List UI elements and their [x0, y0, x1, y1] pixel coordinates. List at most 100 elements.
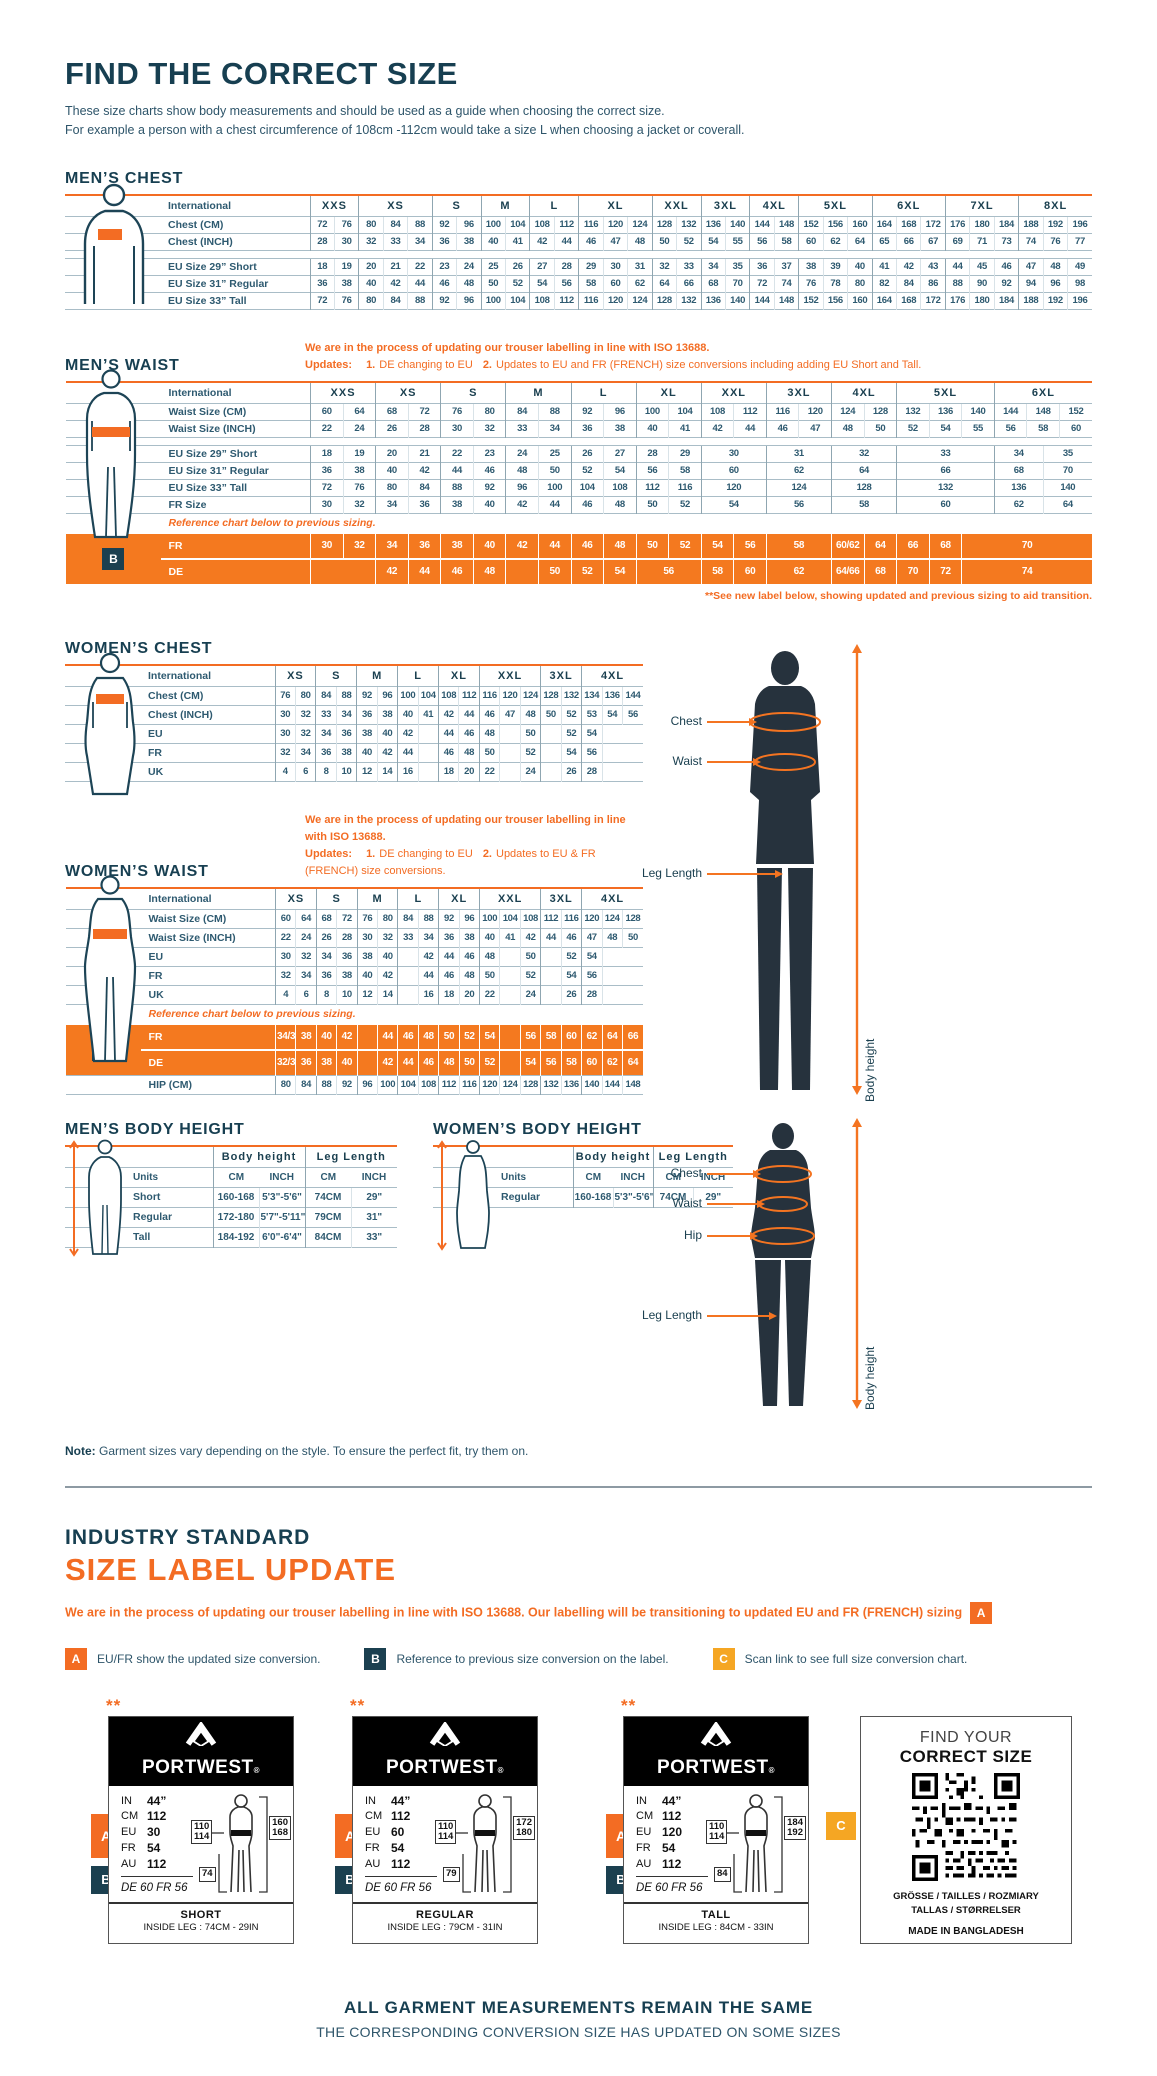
mens-body-height-section: MEN’S BODY HEIGHT	[65, 1120, 397, 1257]
height-box: 160 168	[269, 1815, 291, 1841]
man-photo-figure	[707, 643, 862, 1095]
industry-heading: INDUSTRY STANDARD	[65, 1525, 311, 1549]
waist-box: 110 114	[706, 1819, 728, 1845]
size-label-tall: ** A B PORTWEST® IN 44” CM 112 EU 120 FR	[606, 1696, 809, 1944]
previous-size-reference: DE 60 FR 56	[636, 1881, 703, 1894]
label-figure-icon	[209, 1793, 268, 1893]
industry-standard-section: INDUSTRY STANDARD SIZE LABEL UPDATE We a…	[65, 1526, 1092, 1670]
fit-name: REGULAR	[416, 1908, 474, 1921]
badge-c: C	[826, 1811, 856, 1840]
portwest-logo-mark-icon	[429, 1721, 461, 1746]
size-values: IN 44” CM 112 EU 60 FR 54 AU 112	[365, 1794, 437, 1877]
label-diagram: 110 114 184 192 84	[706, 1792, 806, 1898]
mens-measurement-photo: Chest Waist Leg Length	[642, 642, 880, 1102]
woman-photo-figure	[707, 1117, 862, 1409]
waist-label: Waist	[672, 753, 702, 768]
legend-item-c: C Scan link to see full size conversion c…	[712, 1647, 967, 1670]
portwest-logo-mark-icon	[185, 1721, 217, 1746]
correct-size: CORRECT SIZE	[899, 1746, 1033, 1766]
womens-chest-table: International XS S M L XL XXL 3XL 4XL Chest (CM) 7…	[65, 663, 643, 782]
section-divider	[65, 1485, 1092, 1488]
made-in: MADE IN BANGLADESH	[908, 1926, 1024, 1938]
size-label-update-heading: SIZE LABEL UPDATE	[65, 1551, 397, 1587]
mens-chest-silhouette-icon	[83, 183, 145, 304]
womens-area: WOMEN’S CHEST International XS S M L XL XXL 3XL…	[65, 640, 1092, 1418]
badge-c: C	[712, 1647, 735, 1670]
womens-waist-silhouette-icon	[83, 875, 137, 1062]
label-diagram: 110 114 160 168 74	[191, 1792, 291, 1898]
qr-code	[912, 1772, 1020, 1881]
chest-label: Chest	[670, 1165, 702, 1180]
updates-note: Updates: 1. DE changing to EU 2. Updates to …	[305, 847, 596, 877]
size-labels-row: ** A B PORTWEST® IN 44” CM 112 EU 30 FR 5	[65, 1696, 1092, 1964]
qr-card: C FIND YOUR CORRECT SIZE	[826, 1715, 1072, 1944]
height-box: 184 192	[784, 1815, 806, 1841]
fit-name: TALL	[701, 1908, 731, 1921]
fit-name: SHORT	[180, 1908, 222, 1921]
mens-waist-silhouette-icon	[85, 368, 137, 538]
footer-line-2: THE CORRESPONDING CONVERSION SIZE HAS UP…	[316, 2023, 841, 2040]
mens-waist-title: MEN’S WAIST	[65, 356, 180, 374]
portwest-logo: PORTWEST®	[109, 1716, 293, 1786]
iso-note: We are in the process of updating our tr…	[305, 813, 626, 843]
womens-waist-table: International XS S M L XL XXL 3XL 4XL Waist Size …	[65, 886, 643, 1095]
badge-a: A	[970, 1601, 993, 1624]
stars: **	[621, 1695, 637, 1715]
badge-legend: A EU/FR show the updated size conversion.…	[65, 1647, 1092, 1670]
size-label-regular: ** A B PORTWEST® IN 44” CM 112 EU 60 FR 5	[335, 1696, 538, 1944]
footer: ALL GARMENT MEASUREMENTS REMAIN THE SAME…	[65, 1998, 1092, 2040]
size-values: IN 44” CM 112 EU 30 FR 54 AU 112	[121, 1794, 193, 1877]
previous-size-reference: DE 60 FR 56	[121, 1881, 188, 1894]
mens-waist-table: International XXS XS S M L XL XXL 3XL 4XL 5XL 6XL Wa…	[65, 380, 1092, 584]
womens-body-height-table: Body height Leg Length Units CM INCH CM INCH Re…	[433, 1144, 733, 1208]
garment-note: Note: Garment sizes vary depending on th…	[65, 1443, 529, 1458]
label-figure-icon	[453, 1793, 512, 1893]
height-box: 172 180	[513, 1815, 535, 1841]
womens-waist-section: WOMEN’S WAIST We are in the process of u…	[65, 812, 643, 1095]
womens-body-height-silhouette-icon	[437, 1139, 490, 1251]
updates-note: Updates: 1. DE changing to EU 2. Updates to …	[305, 358, 922, 371]
page-header: FIND THE CORRECT SIZE These size charts …	[65, 56, 1092, 140]
size-label-short: ** A B PORTWEST® IN 44” CM 112 EU 30 FR 5	[91, 1696, 294, 1944]
legend-item-b: B Reference to previous size conversion o…	[364, 1647, 669, 1670]
leg-length-label: Leg Length	[641, 1307, 702, 1322]
inside-leg: INSIDE LEG : 84CM - 33IN	[658, 1921, 774, 1933]
label-figure-icon	[724, 1793, 783, 1893]
portwest-logo: PORTWEST®	[353, 1716, 537, 1786]
stars: **	[106, 1695, 122, 1715]
leg-length-label: Leg Length	[641, 865, 702, 880]
portwest-logo-mark-icon	[700, 1721, 732, 1746]
mens-chest-table: International XXS XS S M L XL XXL 3XL 4XL 5XL 6XL 7X…	[65, 193, 1092, 310]
womens-chest-silhouette-icon	[84, 652, 136, 795]
womens-waist-notes: We are in the process of updating our tr…	[305, 812, 643, 881]
iso-note: We are in the process of updating our tr…	[305, 341, 710, 354]
badge-a: A	[65, 1647, 87, 1670]
size-translations: GRÖSSE / TAILLES / ROZMIARY TALLAS / STØ…	[893, 1890, 1039, 1916]
stars: **	[350, 1695, 366, 1715]
body-height-label: Body height	[863, 1346, 877, 1410]
mens-waist-footnote: **See new label below, showing updated a…	[705, 589, 1092, 602]
waist-label: Waist	[672, 1195, 702, 1210]
womens-waist-title: WOMEN’S WAIST	[65, 862, 209, 880]
womens-chest-title: WOMEN’S CHEST	[65, 639, 213, 657]
label-diagram: 110 114 172 180 79	[435, 1792, 535, 1898]
mens-body-height-silhouette-icon	[69, 1139, 122, 1257]
legend-item-a: A EU/FR show the updated size conversion.	[65, 1647, 320, 1670]
body-height-row: MEN’S BODY HEIGHT	[65, 1120, 1092, 1257]
womens-measurement-photo: Chest Waist Hip Leg Length	[642, 1117, 880, 1410]
intro-line-1: These size charts show body measurements…	[65, 104, 665, 118]
body-height-label: Body height	[863, 1038, 877, 1102]
previous-size-reference: DE 60 FR 56	[365, 1881, 432, 1894]
find-your: FIND YOUR	[919, 1728, 1013, 1746]
inside-leg: INSIDE LEG : 74CM - 29IN	[143, 1921, 259, 1933]
waist-box: 110 114	[191, 1819, 213, 1845]
leg-box: 84	[714, 1867, 731, 1882]
womens-body-height-title: WOMEN’S BODY HEIGHT	[433, 1120, 642, 1138]
inside-leg: INSIDE LEG : 79CM - 31IN	[387, 1921, 503, 1933]
mens-body-height-title: MEN’S BODY HEIGHT	[65, 1120, 245, 1138]
leg-box: 74	[199, 1867, 216, 1882]
womens-body-height-section: WOMEN’S BODY HEIGHT Body height Leg Lengt…	[433, 1120, 733, 1251]
mens-waist-notes: We are in the process of updating our tr…	[305, 340, 921, 375]
industry-paragraph: We are in the process of updating our tr…	[65, 1601, 1092, 1624]
